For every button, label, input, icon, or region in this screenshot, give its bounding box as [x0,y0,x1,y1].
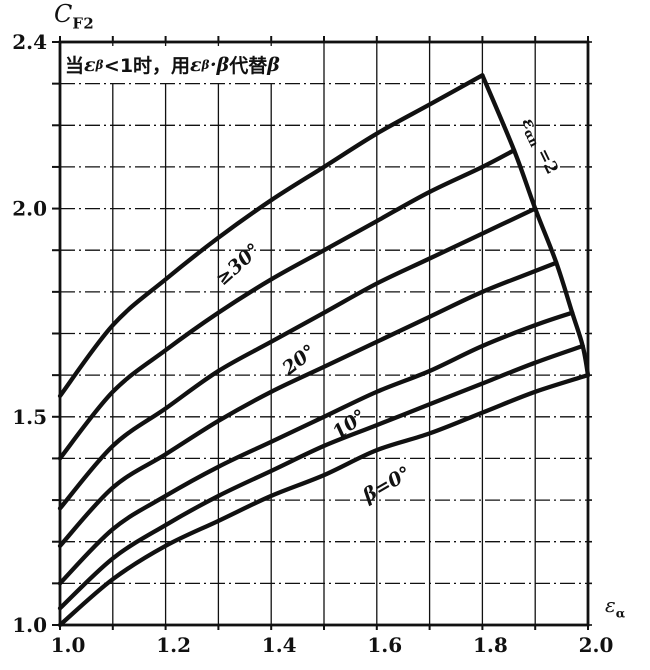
y-tick-label: 1.5 [12,405,47,429]
x-tick-label: 1.0 [51,633,86,657]
y-tick-label: 2.0 [12,197,47,221]
x-tick-label: 1.2 [156,633,191,657]
x-tick-label: 2.0 [579,633,614,657]
x-tick-label: 1.8 [473,633,508,657]
curve-beta-5 [57,343,585,611]
curve-beta-10 [57,310,575,586]
curve-label-20: 20° [277,340,320,380]
y-tick-label: 2.4 [12,30,47,54]
x-tick-label: 1.4 [262,633,297,657]
y-axis-title: CF2 [54,0,95,33]
curve-label-30: ≥30° [212,239,265,290]
curve-beta-ge-30 [57,73,485,399]
x-axis-title: εα [605,593,626,621]
x-tick-label: 1.6 [367,633,402,657]
boundary-curve [480,73,591,378]
curve-beta-0 [57,372,591,628]
curve-beta-15 [57,260,559,549]
curve-beta-25 [57,148,517,461]
y-tick-label: 1.0 [12,613,47,637]
plot-border [58,40,590,627]
boundary-label: εαn =2 [517,115,562,178]
curve-beta-20 [57,206,538,511]
